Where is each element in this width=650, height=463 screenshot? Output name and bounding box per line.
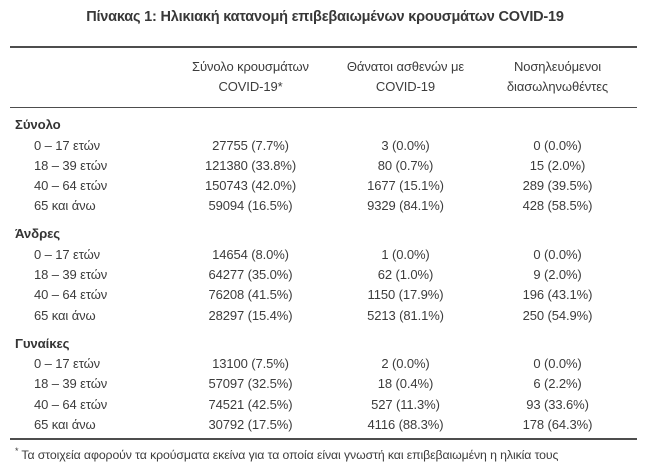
deaths-value: 5213 (81.1%) — [367, 307, 444, 323]
age-label: 0 – 17 ετών — [34, 356, 101, 372]
deaths-value: 527 (11.3%) — [371, 396, 440, 412]
table-row: 0 – 17 ετών 27755 (7.7%) 3 (0.0%) 0 (0.0… — [10, 135, 637, 155]
intubated-value: 250 (54.9%) — [522, 307, 593, 323]
intubated-value: 6 (2.2%) — [533, 376, 582, 392]
section-row-women: Γυναίκες — [10, 329, 637, 354]
intubated-value: 428 (58.5%) — [522, 198, 593, 214]
table-header-row: Σύνολο κρουσμάτων COVID-19* Θάνατοι ασθε… — [10, 46, 637, 109]
age-label: 0 – 17 ετών — [34, 247, 101, 263]
footnote-asterisk: * — [15, 445, 19, 456]
column-header-intubated: Νοσηλευόμενοι διασωληνωθέντες — [478, 46, 637, 109]
column-header-deaths-line1: Θάνατοι ασθενών με — [346, 59, 465, 74]
age-label: 40 – 64 ετών — [34, 178, 108, 194]
table-row: 18 – 39 ετών 57097 (32.5%) 18 (0.4%) 6 (… — [10, 374, 637, 394]
cases-value: 59094 (16.5%) — [208, 198, 293, 214]
cases-value: 64277 (35.0%) — [208, 267, 293, 283]
footnote-row: * Τα στοιχεία αφορούν τα κρούσματα εκείνα… — [10, 437, 637, 463]
cases-value: 13100 (7.5%) — [212, 356, 289, 372]
age-label: 18 – 39 ετών — [34, 376, 108, 392]
deaths-value: 4116 (88.3%) — [367, 416, 444, 432]
deaths-value: 3 (0.0%) — [381, 137, 430, 153]
deaths-value: 9329 (84.1%) — [367, 198, 444, 214]
age-label: 65 και άνω — [34, 307, 96, 323]
deaths-value: 1677 (15.1%) — [367, 178, 444, 194]
age-label: 40 – 64 ετών — [34, 396, 108, 412]
cases-value: 121380 (33.8%) — [204, 158, 297, 174]
section-label-total: Σύνολο — [15, 117, 61, 133]
age-label: 18 – 39 ετών — [34, 158, 108, 174]
intubated-value: 289 (39.5%) — [522, 178, 593, 194]
cases-value: 57097 (32.5%) — [208, 376, 293, 392]
intubated-value: 196 (43.1%) — [522, 287, 593, 303]
table-row: 65 και άνω 30792 (17.5%) 4116 (88.3%) 17… — [10, 414, 637, 439]
page-title: Πίνακας 1: Ηλικιακή κατανομή επιβεβαιωμέ… — [86, 9, 564, 25]
cases-value: 76208 (41.5%) — [208, 287, 293, 303]
deaths-value: 18 (0.4%) — [377, 376, 434, 392]
table-row: 18 – 39 ετών 121380 (33.8%) 80 (0.7%) 15… — [10, 155, 637, 175]
footnote: * Τα στοιχεία αφορούν τα κρούσματα εκείνα… — [10, 437, 637, 463]
column-header-intubated-line1: Νοσηλευόμενοι — [513, 59, 602, 74]
column-header-intubated-line2: διασωληνωθέντες — [506, 79, 609, 95]
cases-value: 30792 (17.5%) — [208, 416, 293, 432]
deaths-value: 1 (0.0%) — [381, 247, 430, 263]
column-header-deaths-line2: COVID-19 — [375, 79, 436, 95]
column-header-empty — [10, 46, 168, 109]
cases-value: 27755 (7.7%) — [212, 137, 289, 153]
table-row: 18 – 39 ετών 64277 (35.0%) 62 (1.0%) 9 (… — [10, 265, 637, 285]
intubated-value: 0 (0.0%) — [533, 247, 582, 263]
footnote-text: Τα στοιχεία αφορούν τα κρούσματα εκείνα … — [21, 447, 559, 462]
cases-value: 28297 (15.4%) — [208, 307, 293, 323]
section-label-men: Άνδρες — [15, 226, 61, 242]
deaths-value: 1150 (17.9%) — [367, 287, 444, 303]
intubated-value: 0 (0.0%) — [533, 356, 582, 372]
section-row-total: Σύνολο — [10, 108, 637, 136]
intubated-value: 15 (2.0%) — [529, 158, 586, 174]
age-label: 0 – 17 ετών — [34, 137, 101, 153]
column-header-cases-line2: COVID-19* — [218, 79, 283, 95]
table-row: 65 και άνω 59094 (16.5%) 9329 (84.1%) 42… — [10, 196, 637, 220]
covid-age-distribution-table: Σύνολο κρουσμάτων COVID-19* Θάνατοι ασθε… — [10, 46, 637, 463]
column-header-cases-line1: Σύνολο κρουσμάτων — [192, 59, 309, 74]
age-label: 65 και άνω — [34, 416, 96, 432]
column-header-cases: Σύνολο κρουσμάτων COVID-19* — [168, 46, 333, 109]
cases-value: 74521 (42.5%) — [208, 396, 293, 412]
table-row: 40 – 64 ετών 74521 (42.5%) 527 (11.3%) 9… — [10, 394, 637, 414]
table-row: 0 – 17 ετών 13100 (7.5%) 2 (0.0%) 0 (0.0… — [10, 354, 637, 374]
deaths-value: 2 (0.0%) — [381, 356, 430, 372]
table-row: 40 – 64 ετών 150743 (42.0%) 1677 (15.1%)… — [10, 176, 637, 196]
section-label-women: Γυναίκες — [15, 335, 70, 351]
table-row: 65 και άνω 28297 (15.4%) 5213 (81.1%) 25… — [10, 305, 637, 329]
age-label: 65 και άνω — [34, 198, 96, 214]
deaths-value: 62 (1.0%) — [377, 267, 434, 283]
intubated-value: 9 (2.0%) — [533, 267, 582, 283]
age-label: 18 – 39 ετών — [34, 267, 108, 283]
cases-value: 150743 (42.0%) — [204, 178, 297, 194]
column-header-deaths: Θάνατοι ασθενών με COVID-19 — [333, 46, 478, 109]
cases-value: 14654 (8.0%) — [212, 247, 289, 263]
section-row-men: Άνδρες — [10, 219, 637, 244]
intubated-value: 0 (0.0%) — [533, 137, 582, 153]
table-row: 40 – 64 ετών 76208 (41.5%) 1150 (17.9%) … — [10, 285, 637, 305]
deaths-value: 80 (0.7%) — [377, 158, 434, 174]
table-row: 0 – 17 ετών 14654 (8.0%) 1 (0.0%) 0 (0.0… — [10, 244, 637, 264]
intubated-value: 93 (33.6%) — [526, 396, 589, 412]
intubated-value: 178 (64.3%) — [522, 416, 593, 432]
age-label: 40 – 64 ετών — [34, 287, 108, 303]
